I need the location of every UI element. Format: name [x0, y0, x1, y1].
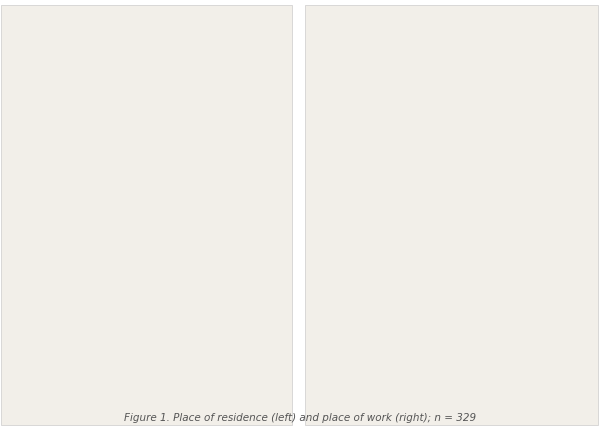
- Bar: [305, 6, 598, 425]
- Text: Figure 1. Place of residence (left) and place of work (right); n = 329: Figure 1. Place of residence (left) and …: [124, 412, 476, 422]
- Bar: [1, 6, 292, 425]
